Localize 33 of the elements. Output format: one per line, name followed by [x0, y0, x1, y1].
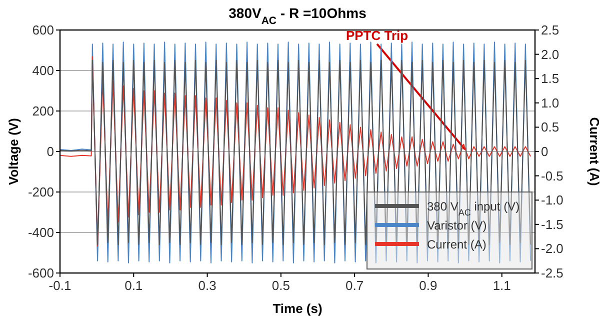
- y-tick-label: 400: [32, 63, 54, 78]
- y2-tick-label: -1.0: [541, 192, 564, 208]
- y-axis-title: Voltage (V): [6, 118, 21, 185]
- annotation: PPTC Trip: [346, 28, 408, 43]
- x-tick-label: 0.7: [346, 278, 364, 293]
- legend-label: Varistor (V): [427, 218, 487, 232]
- y2-tick-label: 1.5: [541, 71, 560, 86]
- legend-label: Current (A): [427, 238, 486, 252]
- y-tick-label: 200: [32, 104, 54, 118]
- y-tick-label: 600: [32, 22, 54, 38]
- chart-title: 380V$_{AC}$ - R =10Ohms: [228, 5, 367, 27]
- y2-tick-label: -1.5: [541, 216, 564, 232]
- x-tick-label: 0.3: [198, 278, 216, 293]
- y-tick-label: -400: [28, 225, 54, 240]
- y-tick-label: -200: [28, 184, 54, 200]
- y-tick-label: 0: [46, 144, 54, 159]
- x-tick-label: -0.1: [48, 278, 72, 293]
- y2-tick-label: -2.5: [541, 266, 564, 280]
- x-tick-label: 1.1: [492, 278, 511, 293]
- x-tick-label: 0.9: [419, 278, 438, 293]
- y2-tick-label: 1.0: [541, 95, 560, 110]
- x-tick-label: 0.1: [124, 278, 143, 293]
- y2-tick-label: -0.5: [541, 168, 564, 184]
- x-axis-title: Time (s): [272, 301, 322, 316]
- y2-tick-label: -2.0: [541, 241, 564, 256]
- y2-tick-label: 0.5: [541, 120, 560, 135]
- legend-label: 380 V$_{AC}$ input (V): [427, 200, 520, 218]
- y2-axis-title: Current (A): [587, 117, 600, 186]
- y-tick-label: -600: [28, 266, 54, 280]
- y2-tick-label: 0: [541, 144, 548, 159]
- x-tick-label: 0.5: [272, 278, 290, 293]
- y2-tick-label: 2.5: [541, 22, 560, 38]
- y2-tick-label: 2.0: [541, 46, 560, 62]
